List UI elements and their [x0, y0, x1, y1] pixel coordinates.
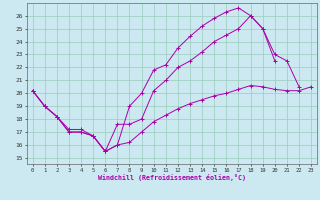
X-axis label: Windchill (Refroidissement éolien,°C): Windchill (Refroidissement éolien,°C): [98, 174, 246, 181]
